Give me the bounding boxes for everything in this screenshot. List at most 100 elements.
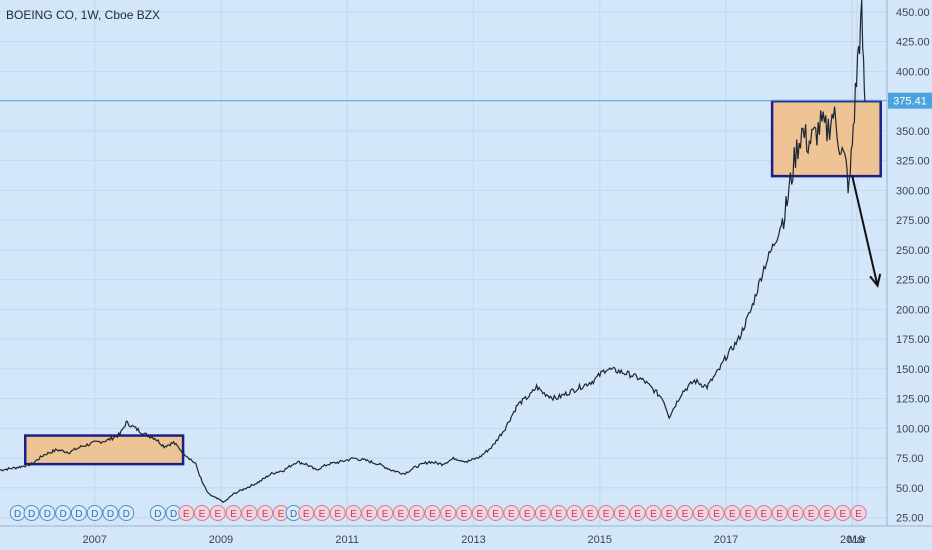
- earnings-marker[interactable]: E: [661, 505, 678, 521]
- earnings-marker[interactable]: E: [550, 505, 567, 521]
- earnings-marker[interactable]: E: [313, 505, 330, 521]
- y-tick-label: 250.00: [896, 245, 930, 257]
- earnings-marker[interactable]: E: [209, 505, 226, 521]
- event-marker-circle: [225, 505, 242, 521]
- event-marker-circle: [149, 505, 166, 521]
- earnings-marker[interactable]: E: [692, 505, 709, 521]
- earnings-marker[interactable]: E: [566, 505, 583, 521]
- event-marker-circle: [241, 505, 258, 521]
- y-tick-label: 50.00: [896, 483, 924, 495]
- event-marker-circle: [118, 505, 135, 521]
- earnings-marker[interactable]: E: [676, 505, 693, 521]
- earnings-marker[interactable]: E: [740, 505, 757, 521]
- earnings-marker[interactable]: E: [471, 505, 488, 521]
- earnings-marker[interactable]: E: [724, 505, 741, 521]
- earnings-marker[interactable]: E: [424, 505, 441, 521]
- dividend-marker[interactable]: D: [149, 505, 166, 521]
- dividend-marker[interactable]: D: [39, 505, 56, 521]
- earnings-marker[interactable]: E: [787, 505, 804, 521]
- annotations: [0, 99, 887, 466]
- y-tick-label: 275.00: [896, 215, 930, 227]
- event-marker-circle: [377, 505, 394, 521]
- event-marker-circle: [345, 505, 362, 521]
- event-marker-circle: [487, 505, 504, 521]
- earnings-marker[interactable]: E: [392, 505, 409, 521]
- earnings-marker[interactable]: E: [456, 505, 473, 521]
- event-marker-label: E: [682, 509, 689, 520]
- dividend-marker[interactable]: D: [118, 505, 135, 521]
- earnings-marker[interactable]: E: [408, 505, 425, 521]
- earnings-marker[interactable]: E: [834, 505, 851, 521]
- event-marker-circle: [361, 505, 378, 521]
- earnings-marker[interactable]: E: [194, 505, 211, 521]
- earnings-marker[interactable]: E: [582, 505, 599, 521]
- earnings-marker[interactable]: E: [487, 505, 504, 521]
- price-line: [0, 0, 866, 504]
- event-marker-circle: [755, 505, 772, 521]
- event-marker-label: D: [75, 509, 82, 520]
- dividend-marker[interactable]: D: [86, 505, 103, 521]
- earnings-marker[interactable]: E: [629, 505, 646, 521]
- event-marker-label: E: [713, 509, 720, 520]
- event-marker-circle: [23, 505, 40, 521]
- earnings-marker[interactable]: E: [519, 505, 536, 521]
- last-price-label: 375.41: [893, 96, 927, 108]
- event-marker-label: E: [230, 509, 237, 520]
- event-marker-label: D: [123, 509, 130, 520]
- event-marker-label: E: [429, 509, 436, 520]
- event-marker-label: E: [603, 509, 610, 520]
- dividend-marker[interactable]: D: [70, 505, 87, 521]
- x-tick-label: 2011: [335, 534, 359, 546]
- earnings-marker[interactable]: E: [803, 505, 820, 521]
- event-marker-label: D: [154, 509, 161, 520]
- event-marker-circle: [598, 505, 615, 521]
- earnings-marker[interactable]: E: [534, 505, 551, 521]
- event-marker-circle: [850, 505, 867, 521]
- earnings-marker[interactable]: E: [613, 505, 630, 521]
- event-marker-label: E: [382, 509, 389, 520]
- earnings-marker[interactable]: E: [771, 505, 788, 521]
- earnings-marker[interactable]: E: [377, 505, 394, 521]
- earnings-marker[interactable]: E: [503, 505, 520, 521]
- earnings-marker[interactable]: E: [440, 505, 457, 521]
- earnings-marker[interactable]: E: [257, 505, 274, 521]
- dividend-marker[interactable]: D: [55, 505, 72, 521]
- earnings-marker[interactable]: E: [241, 505, 258, 521]
- event-marker-label: E: [587, 509, 594, 520]
- y-tick-label: 100.00: [896, 423, 930, 435]
- event-marker-circle: [661, 505, 678, 521]
- event-marker-label: E: [214, 509, 221, 520]
- highlight-box: [24, 434, 185, 466]
- dividend-marker[interactable]: D: [9, 505, 26, 521]
- earnings-marker[interactable]: E: [850, 505, 867, 521]
- earnings-marker[interactable]: E: [178, 505, 195, 521]
- earnings-marker[interactable]: E: [708, 505, 725, 521]
- earnings-marker[interactable]: E: [329, 505, 346, 521]
- event-marker-circle: [39, 505, 56, 521]
- event-marker-label: E: [666, 509, 673, 520]
- event-marker-circle: [86, 505, 103, 521]
- event-marker-label: D: [290, 509, 297, 520]
- earnings-marker[interactable]: E: [345, 505, 362, 521]
- earnings-marker[interactable]: E: [819, 505, 836, 521]
- event-marker-circle: [70, 505, 87, 521]
- y-tick-label: 350.00: [896, 126, 930, 138]
- event-marker-circle: [257, 505, 274, 521]
- event-marker-label: D: [170, 509, 177, 520]
- dividend-marker[interactable]: D: [102, 505, 119, 521]
- price-axis: 450.00425.00400.00375.00350.00325.00300.…: [888, 7, 932, 525]
- y-tick-label: 200.00: [896, 304, 930, 316]
- earnings-marker[interactable]: E: [298, 505, 315, 521]
- earnings-marker[interactable]: E: [755, 505, 772, 521]
- earnings-marker[interactable]: E: [645, 505, 662, 521]
- earnings-marker[interactable]: E: [225, 505, 242, 521]
- event-marker-label: E: [319, 509, 326, 520]
- earnings-marker[interactable]: E: [361, 505, 378, 521]
- y-tick-label: 125.00: [896, 394, 930, 406]
- event-marker-label: E: [334, 509, 341, 520]
- event-marker-circle: [629, 505, 646, 521]
- earnings-marker[interactable]: E: [598, 505, 615, 521]
- dividend-marker[interactable]: D: [23, 505, 40, 521]
